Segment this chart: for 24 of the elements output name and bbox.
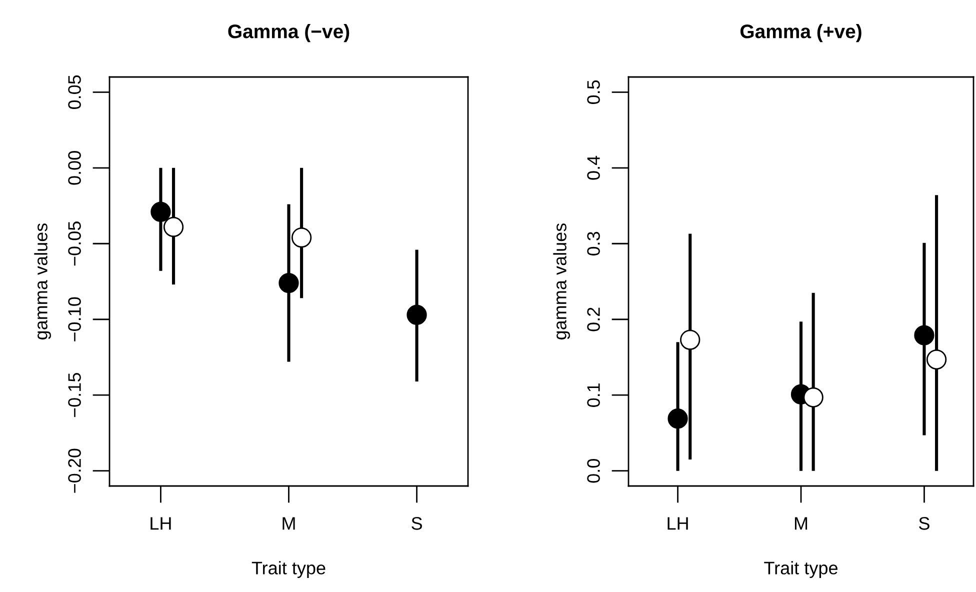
x-tick-label: LH (150, 517, 171, 530)
y-axis-title: gamma values (34, 223, 51, 340)
y-tick-label: −0.10 (68, 297, 81, 342)
y-tick-label: −0.20 (68, 448, 81, 493)
y-tick-label: 0.05 (68, 75, 81, 110)
x-tick-label: S (919, 517, 930, 530)
x-tick-label: M (794, 517, 808, 530)
y-tick-label: 0.00 (68, 151, 81, 185)
y-tick-label: 0.1 (587, 383, 600, 407)
y-tick-label: 0.4 (587, 156, 600, 180)
x-tick-label: LH (668, 517, 688, 530)
x-axis-title: Trait type (252, 561, 326, 578)
y-tick-label: 0.2 (587, 308, 600, 332)
y-tick-label: −0.15 (68, 373, 81, 418)
x-axis-title: Trait type (764, 561, 838, 578)
chart-title: Gamma (+ve) (740, 24, 862, 42)
y-tick-label: 0.0 (587, 459, 600, 483)
x-tick-label: M (282, 517, 295, 530)
chart-title: Gamma (−ve) (228, 24, 350, 42)
y-axis-title: gamma values (553, 223, 570, 340)
y-tick-label: 0.3 (587, 232, 600, 256)
x-tick-label: S (412, 517, 422, 530)
y-tick-label: 0.5 (587, 80, 600, 104)
y-tick-label: −0.05 (68, 222, 81, 266)
